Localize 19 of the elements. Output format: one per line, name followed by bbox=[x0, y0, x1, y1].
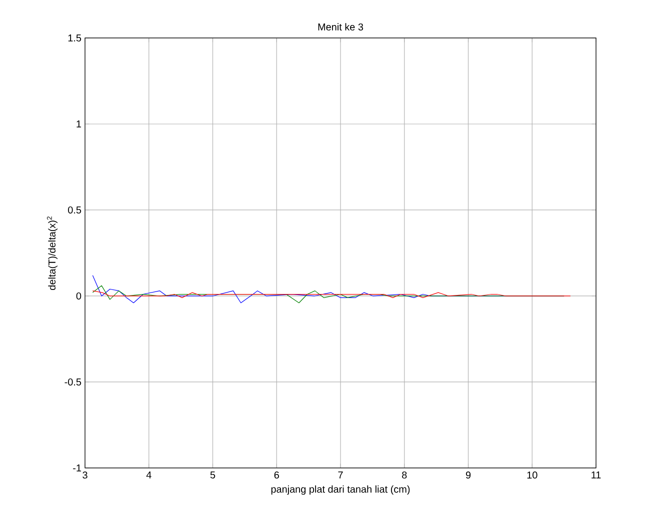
y-tick-label: 1 bbox=[76, 120, 82, 128]
chart-title: Menit ke 3 bbox=[318, 23, 364, 30]
x-tick-label: 8 bbox=[402, 472, 407, 479]
y-tick-label: -0.5 bbox=[64, 378, 82, 386]
x-axis-title: panjang plat dari tanah liat (cm) bbox=[271, 485, 410, 495]
x-tick-label: 11 bbox=[592, 472, 601, 478]
x-tick-label: 6 bbox=[274, 472, 279, 479]
y-tick-label: 1.5 bbox=[68, 34, 82, 42]
x-tick-label: 9 bbox=[466, 472, 471, 479]
x-tick-label: 10 bbox=[527, 472, 538, 479]
line-series bbox=[92, 290, 571, 298]
x-tick-label: 5 bbox=[210, 472, 216, 478]
y-tick-label: -1 bbox=[73, 464, 82, 472]
y-tick-label: 0.5 bbox=[68, 206, 82, 214]
x-tick-label: 7 bbox=[338, 472, 343, 478]
y-tick-label: 0 bbox=[76, 292, 82, 300]
y-axis-title: delta(T)/delta(x)$^{2}$ bbox=[46, 216, 58, 290]
x-tick-label: 3 bbox=[82, 472, 88, 479]
x-tick-label: 4 bbox=[146, 472, 152, 478]
